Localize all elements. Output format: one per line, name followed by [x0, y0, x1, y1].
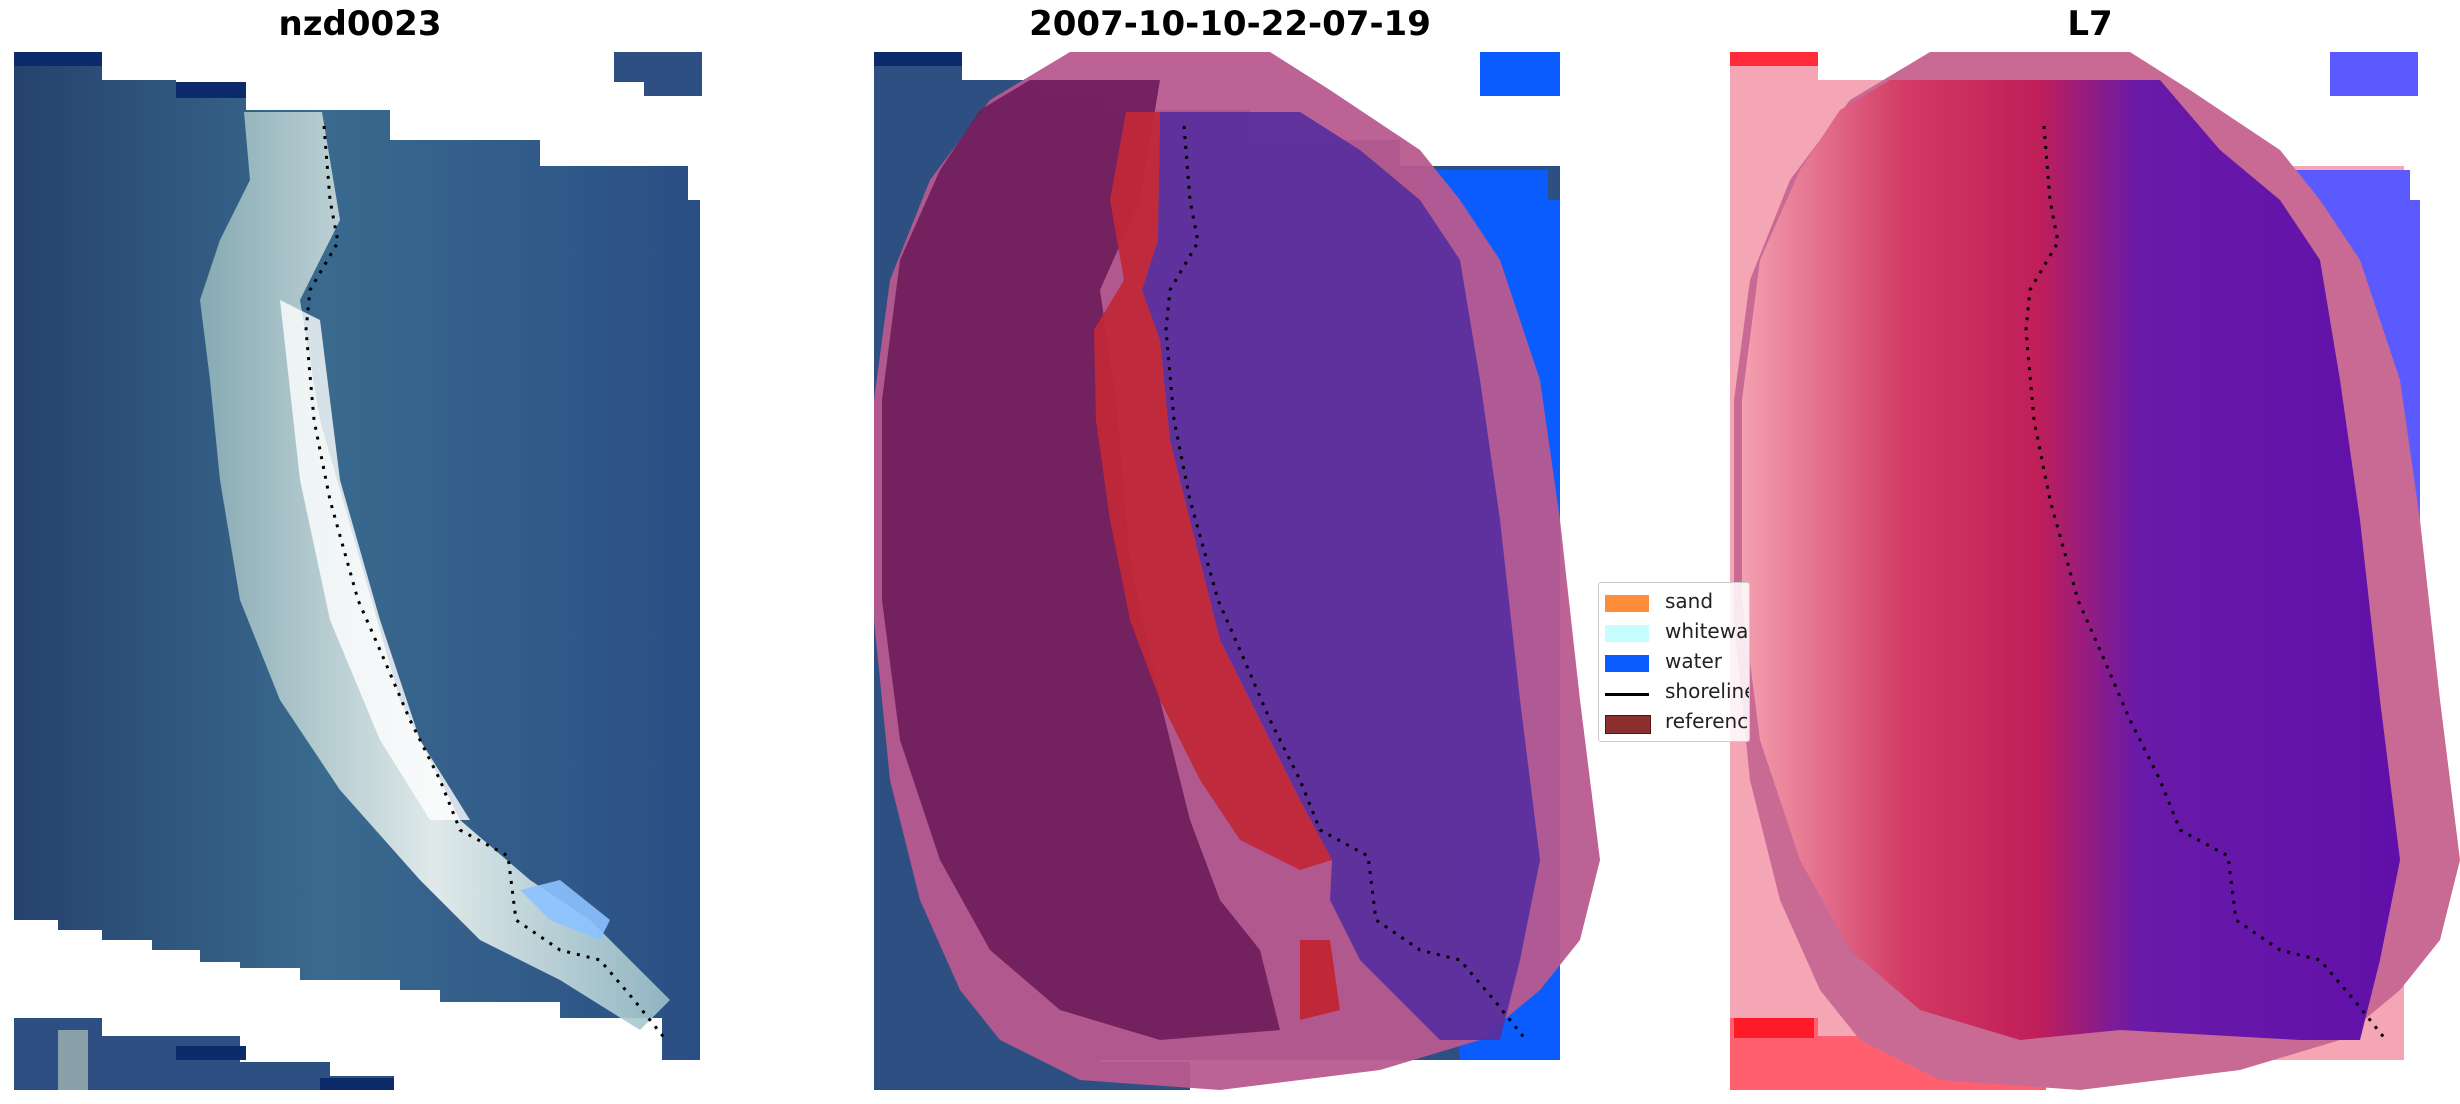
whitewater-swatch-icon	[1605, 625, 1649, 642]
classified-shoreline	[1164, 125, 1528, 1041]
panel-rgb-image: nzd0023	[0, 0, 720, 1104]
legend-item-reference: reference	[1605, 707, 1749, 737]
legend-item-sand: sand	[1605, 587, 1749, 617]
water-swatch-icon	[1605, 655, 1649, 672]
rgb-satellite-image	[14, 52, 702, 1090]
rgb-surf-zone	[200, 112, 670, 1030]
index-shoreline	[2024, 125, 2388, 1041]
legend-label-water: water	[1665, 649, 1722, 673]
class-sand	[1094, 112, 1332, 870]
legend-label-sand: sand	[1665, 589, 1714, 613]
legend-label-reference: reference	[1665, 709, 1749, 733]
panel-title-classified: 2007-10-10-22-07-19	[1029, 4, 1431, 44]
legend-item-whitewater: whitewater	[1605, 617, 1749, 647]
legend: sand whitewater water shoreline referenc…	[1598, 582, 1750, 742]
panel-index-image: L7	[1720, 0, 2460, 1104]
panel-title-index: L7	[2067, 4, 2113, 44]
sand-swatch-icon	[1605, 595, 1649, 612]
reference-swatch-icon	[1605, 715, 1651, 734]
class-land	[882, 80, 1280, 1040]
legend-item-water: water	[1605, 647, 1749, 677]
panel-title-rgb: nzd0023	[278, 4, 442, 44]
legend-item-shoreline: shoreline	[1605, 677, 1750, 707]
shoreline-line-icon	[1605, 693, 1649, 696]
panel-classified-image: 2007-10-10-22-07-19	[860, 0, 1600, 1104]
index-image	[1730, 52, 2460, 1090]
classified-image	[874, 52, 1600, 1090]
rgb-shoreline	[304, 125, 668, 1041]
legend-label-whitewater: whitewater	[1665, 619, 1749, 643]
index-gradient-body	[1742, 80, 2400, 1040]
legend-label-shoreline: shoreline	[1665, 679, 1750, 703]
class-water	[1142, 112, 1540, 1040]
